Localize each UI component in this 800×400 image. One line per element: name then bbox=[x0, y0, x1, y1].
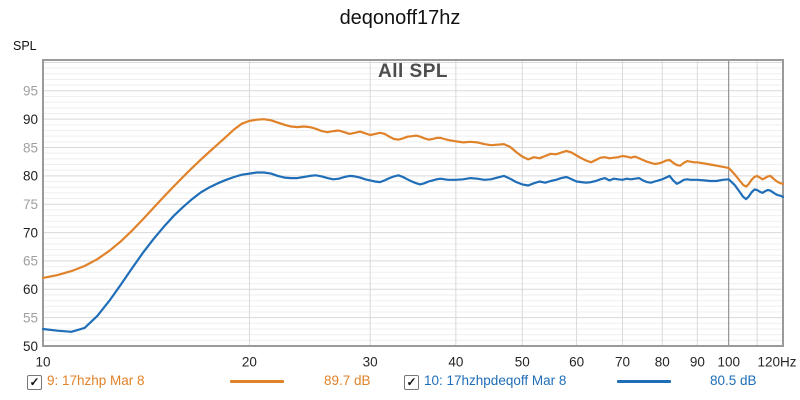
x-tick-label: 100 bbox=[717, 355, 740, 370]
y-tick-label: 65 bbox=[23, 254, 38, 269]
x-tick-label: 50 bbox=[515, 355, 530, 370]
y-tick-label: 95 bbox=[23, 84, 38, 99]
legend-line-swatch-trace9 bbox=[230, 380, 284, 383]
x-tick-label: 20 bbox=[242, 355, 257, 370]
x-tick-label: 40 bbox=[448, 355, 463, 370]
plot-border bbox=[42, 59, 784, 347]
x-tick-label: 120Hz bbox=[757, 355, 796, 370]
y-tick-label: 60 bbox=[23, 282, 38, 297]
spl-curve-deqon bbox=[41, 118, 785, 279]
x-tick-label: 30 bbox=[363, 355, 378, 370]
spl-curve-deqoff bbox=[41, 171, 785, 333]
legend-level-trace9: 89.7 dB bbox=[324, 373, 371, 388]
x-tick-label: 60 bbox=[569, 355, 584, 370]
y-tick-label: 90 bbox=[23, 112, 38, 127]
legend-label-trace10[interactable]: 10: 17hzhpdeqoff Mar 8 bbox=[424, 373, 567, 388]
x-tick-label: 10 bbox=[35, 355, 50, 370]
legend-level-trace10: 80.5 dB bbox=[710, 373, 757, 388]
y-tick-label: 85 bbox=[23, 140, 38, 155]
y-axis-title: SPL bbox=[13, 39, 37, 53]
overlay-title: All SPL bbox=[377, 61, 448, 82]
legend-line-swatch-trace10 bbox=[617, 380, 671, 383]
y-tick-label: 75 bbox=[23, 197, 38, 212]
y-tick-label: 70 bbox=[23, 225, 38, 240]
legend-checkbox-trace10[interactable]: ✓ bbox=[404, 375, 419, 390]
legend-checkbox-trace9[interactable]: ✓ bbox=[27, 375, 42, 390]
x-tick-label: 70 bbox=[615, 355, 630, 370]
y-tick-label: 80 bbox=[23, 169, 38, 184]
x-tick-label: 90 bbox=[690, 355, 705, 370]
x-tick-label: 80 bbox=[655, 355, 670, 370]
legend-label-trace9[interactable]: 9: 17hzhp Mar 8 bbox=[47, 373, 145, 388]
y-tick-label: 50 bbox=[23, 339, 38, 354]
chart-title: deqonoff17hz bbox=[339, 7, 461, 29]
y-tick-label: 55 bbox=[23, 310, 38, 325]
